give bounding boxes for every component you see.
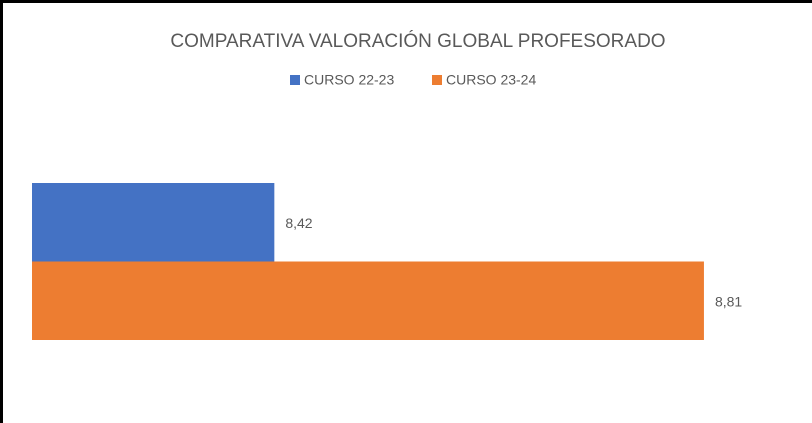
data-label: 8,81: [715, 293, 742, 309]
legend-label: CURSO 22-23: [304, 72, 394, 88]
legend-label: CURSO 23-24: [446, 72, 536, 88]
legend-swatch: [290, 75, 300, 85]
data-label: 8,42: [285, 215, 312, 231]
bar: [32, 183, 275, 262]
legend-swatch: [432, 75, 442, 85]
bar: [32, 261, 704, 340]
chart-title: COMPARATIVA VALORACIÓN GLOBAL PROFESORAD…: [170, 30, 665, 52]
